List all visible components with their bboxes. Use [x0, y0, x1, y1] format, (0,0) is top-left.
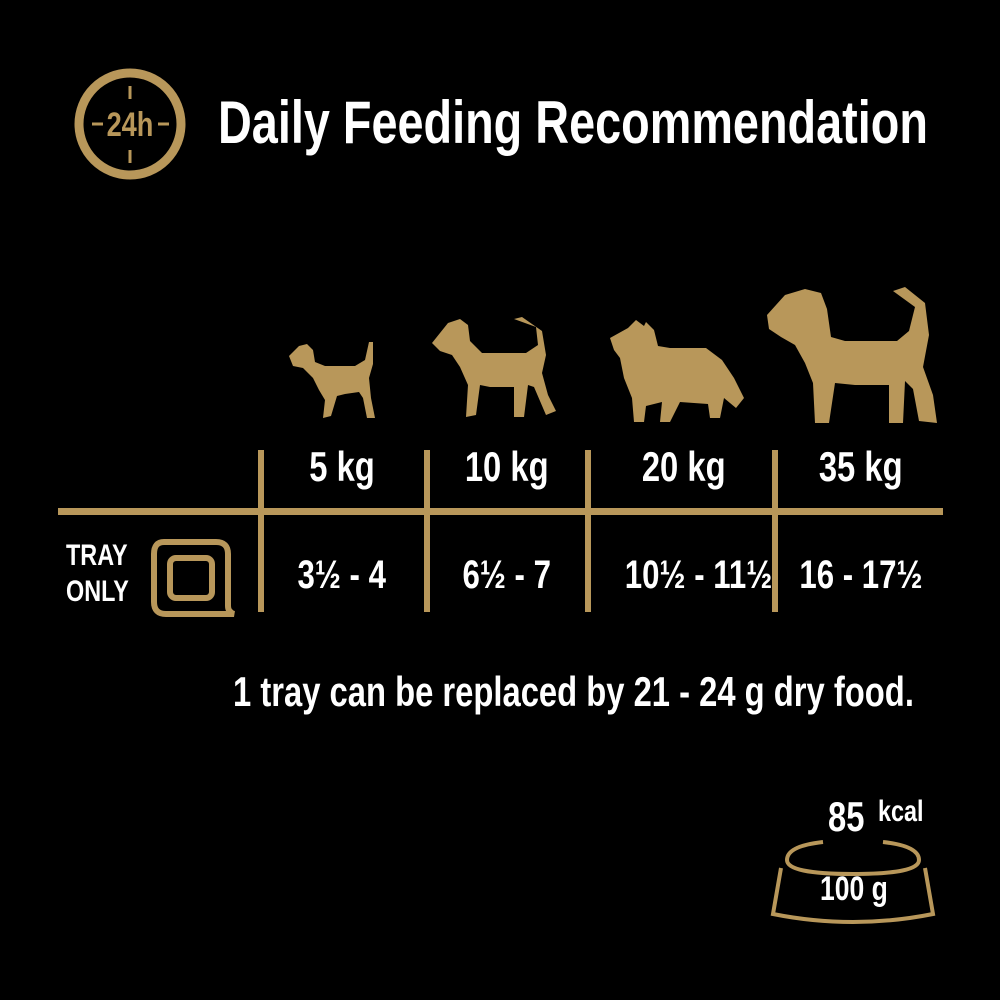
terrier-dog-icon	[432, 317, 556, 417]
large-dog-icon	[767, 287, 937, 423]
column-divider	[772, 450, 778, 612]
small-dog-icon	[289, 342, 375, 418]
bowl-amount: 100 g	[820, 870, 888, 908]
bowl-icon	[770, 840, 936, 924]
tray-value: 16 - 17½	[799, 553, 923, 597]
weight-label: 35 kg	[819, 443, 903, 490]
dry-food-note: 1 tray can be replaced by 21 - 24 g dry …	[233, 668, 914, 715]
weight-label: 20 kg	[642, 443, 726, 490]
tray-value: 3½ - 4	[297, 553, 387, 597]
tray-value: 10½ - 11½	[624, 553, 773, 597]
row-label: TRAY ONLY	[66, 539, 129, 608]
kcal-value: 85	[828, 793, 865, 840]
kcal-unit: kcal	[878, 795, 924, 828]
24h-text: 24h	[107, 105, 154, 144]
24h-clock-icon: 24h	[74, 68, 186, 180]
column-divider	[424, 450, 430, 612]
page-title: Daily Feeding Recommendation	[218, 89, 928, 156]
table-divider	[58, 508, 943, 515]
weight-label: 5 kg	[309, 443, 375, 490]
weight-label: 10 kg	[465, 443, 549, 490]
collie-dog-icon	[610, 320, 744, 422]
column-divider	[585, 450, 591, 612]
tray-icon	[151, 539, 236, 617]
tray-value: 6½ - 7	[462, 553, 552, 597]
column-divider	[258, 450, 264, 612]
